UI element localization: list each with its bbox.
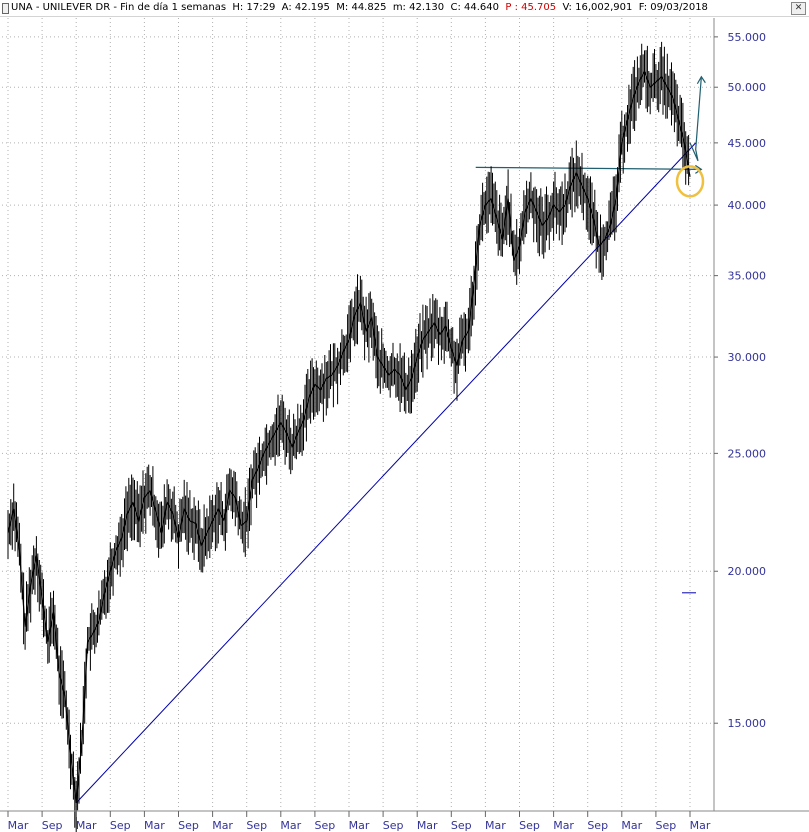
y-tick-label: 45.000	[728, 137, 767, 150]
p-value: 45.705	[521, 2, 557, 13]
period-label: Fin de día 1 semanas	[120, 2, 227, 13]
x-tick-label: Sep	[656, 819, 677, 832]
instrument-name: UNILEVER DR	[42, 2, 111, 13]
annotation-overlay	[675, 75, 706, 594]
x-tick-label: Mar	[621, 819, 642, 832]
x-tick-label: Sep	[178, 819, 199, 832]
a-label: A:	[281, 2, 292, 13]
y-tick-label: 50.000	[728, 81, 767, 94]
x-tick-label: Sep	[383, 819, 404, 832]
chart-grid	[2, 18, 714, 807]
x-tick-label: Mar	[553, 819, 574, 832]
c-label: C:	[450, 2, 461, 13]
symbol: UNA	[11, 2, 33, 13]
close-icon[interactable]: ✕	[791, 2, 806, 15]
y-tick-label: 25.000	[728, 447, 767, 460]
x-tick-label: Sep	[587, 819, 608, 832]
a-value: 42.195	[294, 2, 330, 13]
projection-arrow	[689, 76, 702, 162]
x-tick-label: Mar	[144, 819, 165, 832]
x-axis: Mar Sep Mar Sep Mar Sep Mar Sep Mar Sep Mar Sep Mar S…	[0, 810, 809, 832]
support-trendline	[75, 142, 697, 804]
m-value: 44.825	[351, 2, 387, 13]
x-tick-label: Sep	[519, 819, 540, 832]
v-value: 16,002,901	[575, 2, 633, 13]
y-tick-label: 35.000	[728, 270, 767, 283]
highlight-circle	[675, 165, 705, 198]
c-value: 44.640	[464, 2, 500, 13]
m-label: M:	[336, 2, 349, 13]
x-tick-label: Sep	[110, 819, 131, 832]
price-series-layer	[7, 41, 691, 832]
window-icon	[2, 3, 9, 14]
x-tick-label: Sep	[42, 819, 63, 832]
price-line	[7, 70, 691, 803]
y-tick-label: 20.000	[728, 565, 767, 578]
resistance-line	[475, 166, 702, 170]
h-value: 17:29	[246, 2, 276, 13]
min-label: m:	[392, 2, 406, 13]
f-label: F:	[638, 2, 648, 13]
p-label: P :	[505, 2, 518, 13]
x-tick-label: Mar	[485, 819, 506, 832]
annotation-layer	[75, 142, 703, 804]
h-label: H:	[232, 2, 244, 13]
x-tick-label: Mar	[76, 819, 97, 832]
x-tick-label: Sep	[451, 819, 472, 832]
x-tick-label: Sep	[246, 819, 267, 832]
y-tick-label: 55.000	[728, 31, 767, 44]
y-tick-label: 30.000	[728, 351, 767, 364]
price-bars	[7, 41, 690, 832]
y-tick-label: 15.000	[728, 717, 767, 730]
v-label: V:	[562, 2, 572, 13]
resistance-arrowhead	[695, 164, 703, 174]
min-value: 42.130	[409, 2, 445, 13]
f-value: 09/03/2018	[650, 2, 708, 13]
x-tick-label: Mar	[690, 819, 711, 832]
x-tick-label: Sep	[315, 819, 336, 832]
x-tick-label: Mar	[280, 819, 301, 832]
y-tick-label: 40.000	[728, 199, 767, 212]
x-tick-label: Mar	[212, 819, 233, 832]
x-tick-label: Mar	[349, 819, 370, 832]
projection-arrowhead	[696, 75, 706, 85]
y-axis: 15.000 20.000 25.000 30.000 35.000 40.000 45.0…	[713, 18, 767, 811]
x-tick-label: Mar	[8, 819, 29, 832]
x-tick-label: Mar	[417, 819, 438, 832]
chart-title-bar: UNA - UNILEVER DR - Fin de día 1 semanas…	[0, 0, 809, 17]
